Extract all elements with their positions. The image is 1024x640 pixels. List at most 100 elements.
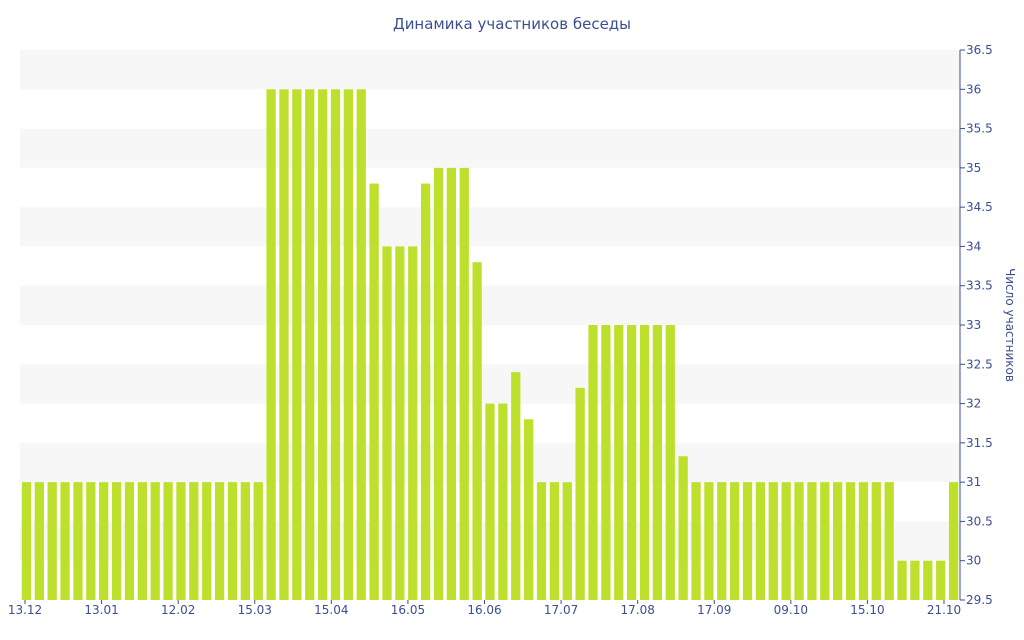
x-tick-label: 15.10 (850, 603, 884, 617)
bar (897, 560, 907, 600)
bar (820, 482, 830, 600)
x-tick-label: 09.10 (774, 603, 808, 617)
bar (678, 456, 688, 600)
bars (21, 89, 959, 601)
grid-band (20, 207, 960, 247)
y-tick-label: 33.5 (966, 279, 993, 293)
y-tick-label: 33 (966, 318, 981, 332)
bar (794, 482, 804, 600)
bar (86, 482, 96, 600)
chart-title: Динамика участников беседы (393, 15, 631, 33)
bar (652, 325, 663, 600)
bar (627, 325, 637, 600)
y-ticks: 29.5 30 30.5 31 31.5 32 32.5 33 33.5 34 34.5 35 35.5… (960, 43, 993, 607)
bar (884, 482, 894, 600)
bar (408, 246, 418, 600)
bar (923, 560, 933, 600)
x-tick-label: 17.08 (620, 603, 654, 617)
bar (485, 403, 495, 600)
bar (704, 482, 714, 600)
x-tick-label: 15.03 (238, 603, 272, 617)
x-tick-label: 17.07 (544, 603, 578, 617)
bar (137, 482, 147, 600)
bar (227, 482, 238, 600)
bar (343, 89, 353, 601)
y-tick-label: 29.5 (966, 593, 993, 607)
bar (833, 482, 843, 600)
y-tick-label: 36.5 (966, 43, 993, 57)
bar (665, 325, 675, 600)
bar (472, 262, 482, 600)
bar (34, 482, 44, 600)
grid-band (20, 50, 960, 90)
bar (99, 482, 109, 600)
bar (807, 482, 817, 600)
bar (549, 482, 560, 600)
bar (601, 325, 611, 600)
bar (691, 482, 701, 600)
bar (781, 482, 791, 600)
y-tick-label: 35 (966, 161, 981, 175)
y-axis-label: Число участников (1003, 268, 1017, 382)
bar (305, 89, 315, 601)
x-tick-label: 21.10 (927, 603, 961, 617)
y-tick-label: 31.5 (966, 436, 993, 450)
bar (910, 560, 920, 600)
bar (163, 482, 173, 600)
bar (369, 183, 379, 601)
bar (111, 482, 122, 600)
grid-band (20, 364, 960, 404)
x-ticks: 13.12 13.01 12.02 15.03 15.04 16.05 16.06 17.07… (8, 600, 961, 617)
x-tick-label: 16.05 (391, 603, 425, 617)
bar (742, 482, 753, 600)
y-tick-label: 30 (966, 554, 981, 568)
bar (755, 482, 766, 600)
bar (562, 482, 572, 600)
bar (317, 89, 328, 601)
y-tick-label: 36 (966, 82, 981, 96)
bar (395, 246, 405, 600)
x-tick-label: 17.09 (697, 603, 731, 617)
y-tick-label: 32.5 (966, 357, 993, 371)
bar (639, 325, 650, 600)
bar (446, 167, 457, 600)
bar (176, 482, 186, 600)
bar (536, 482, 547, 600)
grid-band (20, 128, 960, 168)
x-tick-label: 13.12 (8, 603, 42, 617)
bar (858, 482, 869, 600)
bar (214, 482, 225, 600)
bar (420, 183, 431, 601)
bar (240, 482, 250, 600)
bar (382, 246, 392, 600)
y-tick-label: 34 (966, 239, 981, 253)
bar (511, 372, 521, 600)
y-tick-label: 31 (966, 475, 981, 489)
bar (459, 167, 469, 600)
y-tick-label: 32 (966, 397, 981, 411)
y-tick-label: 35.5 (966, 122, 993, 136)
bar (433, 167, 444, 600)
bar (730, 482, 740, 600)
bar (150, 482, 160, 600)
bar (717, 482, 727, 600)
bar (356, 89, 366, 601)
bar (936, 560, 946, 600)
bar (498, 403, 508, 600)
y-tick-label: 34.5 (966, 200, 993, 214)
bar (871, 482, 881, 600)
bar (292, 89, 302, 601)
x-tick-label: 16.06 (467, 603, 501, 617)
bar (189, 482, 199, 600)
bar (73, 482, 83, 600)
x-tick-label: 12.02 (161, 603, 195, 617)
bar (948, 482, 959, 600)
bar (202, 482, 212, 600)
bar (845, 482, 856, 600)
grid-band (20, 285, 960, 325)
bar (279, 89, 289, 601)
bar (253, 482, 263, 600)
bar (266, 89, 276, 601)
bar (330, 89, 341, 601)
